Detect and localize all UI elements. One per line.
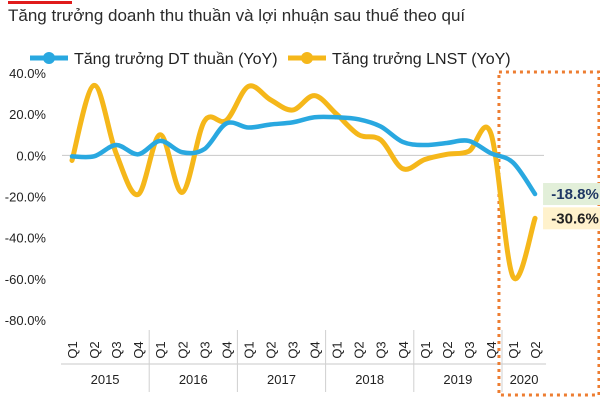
series-line-0 (69, 114, 538, 197)
callout-box-1 (543, 207, 600, 230)
x-tick-year: 2015 (91, 372, 120, 387)
x-tick-year: 2019 (443, 372, 472, 387)
x-tick-quarter: Q3 (286, 341, 301, 358)
x-tick-quarter: Q2 (87, 341, 102, 358)
x-tick-quarter: Q2 (528, 341, 543, 358)
x-tick-quarter: Q1 (153, 341, 168, 358)
legend-label-0: Tăng trưởng DT thuần (YoY) (74, 51, 278, 68)
x-tick-quarter: Q1 (330, 341, 345, 358)
callout-box-0 (543, 183, 600, 206)
x-tick-quarter: Q4 (308, 341, 323, 358)
x-tick-quarter: Q4 (484, 341, 499, 358)
legend-marker-0 (43, 52, 55, 64)
x-tick-quarter: Q1 (65, 341, 80, 358)
y-tick-label: -40.0% (5, 231, 47, 246)
y-tick-label: -80.0% (5, 313, 47, 328)
x-axis: Q1 Q2 Q3 Q4 Q1 Q2 Q3 Q4 Q1 Q2 Q3 Q4 Q1 Q2 Q3 Q4 Q1 Q2 Q3 Q4… (61, 330, 547, 392)
highlight-box (497, 70, 600, 397)
x-tick-quarter: Q3 (462, 341, 477, 358)
y-tick-label: 0.0% (16, 148, 46, 163)
y-tick-label: -20.0% (5, 190, 47, 205)
x-tick-year: 2020 (510, 372, 539, 387)
x-tick-quarter: Q1 (241, 341, 256, 358)
x-tick-quarter: Q4 (219, 341, 234, 358)
y-tick-label: -60.0% (5, 272, 47, 287)
callout-label-1: -30.6% (551, 210, 599, 227)
callouts: -18.8% -30.6% (543, 183, 600, 230)
x-tick-quarter: Q2 (175, 341, 190, 358)
x-tick-quarter: Q1 (506, 341, 521, 358)
x-tick-quarter: Q2 (352, 341, 367, 358)
highlight-box-group (497, 70, 600, 397)
legend-label-1: Tăng trưởng LNST (YoY) (332, 51, 511, 68)
legend: Tăng trưởng DT thuần (YoY) Tăng trưởng LN… (30, 51, 511, 68)
chart-title: Tăng trưởng doanh thu thuần và lợi nhuận… (8, 6, 466, 25)
title-accent-bar (8, 1, 72, 4)
x-tick-quarter: Q3 (197, 341, 212, 358)
y-tick-label: 40.0% (9, 66, 46, 81)
legend-marker-1 (301, 52, 313, 64)
x-tick-quarter: Q2 (263, 341, 278, 358)
x-tick-quarter: Q3 (374, 341, 389, 358)
callout-label-0: -18.8% (551, 186, 599, 203)
x-tick-quarter: Q1 (418, 341, 433, 358)
x-tick-year: 2018 (355, 372, 384, 387)
x-tick-year: 2017 (267, 372, 296, 387)
x-tick-year: 2016 (179, 372, 208, 387)
x-tick-quarter: Q2 (440, 341, 455, 358)
x-tick-quarter: Q4 (131, 341, 146, 358)
y-tick-label: 20.0% (9, 107, 46, 122)
series-line-1 (69, 82, 538, 282)
series-group (69, 82, 538, 282)
x-tick-quarter: Q4 (396, 341, 411, 358)
x-tick-quarter: Q3 (109, 341, 124, 358)
